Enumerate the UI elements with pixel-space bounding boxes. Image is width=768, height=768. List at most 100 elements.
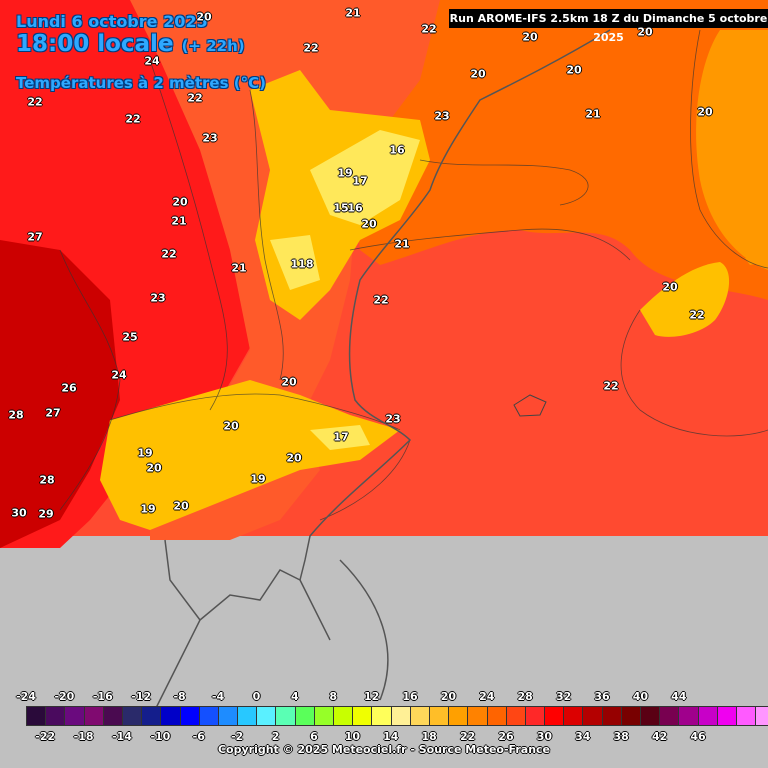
legend-swatch: [583, 707, 603, 725]
temperature-label: 27: [27, 230, 43, 244]
sea-20-zone: [696, 30, 768, 270]
legend-swatch: [525, 707, 546, 725]
legend-tick-label: 20: [440, 690, 457, 703]
temperature-label: 23: [434, 109, 450, 123]
temperature-label: 22: [603, 379, 619, 393]
ibiza-island: [513, 394, 547, 417]
color-scale-legend: -24 -20 -16 -12 -8 -4 0 4 8 12 16 20 24 28 32 36 40 44 -2…: [0, 685, 768, 768]
temperature-label: 17: [333, 430, 349, 444]
temperature-label: 20: [172, 195, 188, 209]
legend-tick-label: 34: [575, 730, 591, 743]
legend-tick-label: -12: [131, 690, 152, 703]
legend-tick-label: 38: [613, 730, 629, 743]
temperature-label: 22: [373, 293, 389, 307]
legend-tick-label: 42: [651, 730, 668, 743]
temperature-label: 24: [111, 368, 127, 382]
temperature-label: 19: [250, 472, 266, 486]
legend-swatch: [142, 707, 162, 725]
forecast-date: Lundi 6 octobre 2025: [16, 12, 208, 31]
color-scale-bar: [26, 706, 768, 726]
legend-swatch: [468, 707, 488, 725]
temperature-label: 118: [290, 257, 314, 271]
legend-tick-label: 10: [344, 730, 361, 743]
temperature-label: 21: [394, 237, 410, 251]
legend-tick-label: 32: [555, 690, 572, 703]
legend-swatch: [276, 707, 296, 725]
legend-tick-label: -22: [35, 730, 56, 743]
legend-swatch: [218, 707, 239, 725]
legend-tick-label: 36: [594, 690, 610, 703]
forecast-time: 18:00 locale (+ 22h): [16, 31, 245, 57]
contour-lines: [59, 29, 768, 521]
temperature-label: 21: [585, 107, 601, 121]
temperature-label: 20: [470, 67, 486, 81]
legend-tick-label: 0: [252, 690, 261, 703]
legend-swatch: [353, 707, 373, 725]
mountain-cold-2: [270, 235, 320, 290]
legend-tick-label: -2: [231, 730, 244, 743]
legend-tick-label: 16: [402, 690, 418, 703]
legend-swatch: [717, 707, 737, 725]
temperature-label: 17: [352, 174, 368, 188]
legend-swatch: [449, 707, 469, 725]
temperature-label: 25: [122, 330, 138, 344]
legend-tick-label: 14: [383, 730, 399, 743]
legend-swatch: [487, 707, 507, 725]
legend-swatch: [698, 707, 718, 725]
legend-swatch: [736, 707, 757, 725]
legend-swatch: [564, 707, 584, 725]
temperature-label: 21: [171, 214, 187, 228]
temperature-label: 22: [125, 112, 141, 126]
temperature-label: 20: [522, 30, 538, 44]
legend-swatch: [46, 707, 66, 725]
legend-tick-label: 18: [421, 730, 437, 743]
temperature-label: 20: [173, 499, 189, 513]
mountain-cool-2: [100, 380, 400, 530]
temperature-label: 20: [286, 451, 302, 465]
temperature-label: 28: [39, 473, 55, 487]
legend-swatch: [161, 707, 181, 725]
legend-tick-label: -24: [16, 690, 36, 703]
legend-tick-label: 44: [671, 690, 687, 703]
legend-tick-label: -10: [150, 730, 171, 743]
legend-tick-label: -4: [211, 690, 225, 703]
temperature-label: 20: [281, 375, 297, 389]
legend-swatch: [295, 707, 315, 725]
legend-tick-label: -14: [112, 730, 132, 743]
coastline: [299, 29, 611, 581]
legend-swatch: [199, 707, 219, 725]
legend-tick-label: 46: [690, 730, 706, 743]
legend-swatch: [103, 707, 123, 725]
legend-tick-label: 40: [632, 690, 649, 703]
temperature-label: 21: [231, 261, 247, 275]
legend-swatch: [506, 707, 526, 725]
temperature-label: 20: [637, 25, 653, 39]
run-banner: Run AROME-IFS 2.5km 18 Z du Dimanche 5 o…: [449, 9, 768, 44]
temperature-label: 19: [137, 446, 153, 460]
temperature-label: 16: [389, 143, 405, 157]
forecast-time-value: 18:00 locale: [16, 31, 174, 57]
legend-swatch: [334, 707, 354, 725]
temperature-label: 30: [11, 506, 27, 520]
legend-swatch: [679, 707, 699, 725]
temperature-label: 23: [385, 412, 401, 426]
legend-swatch: [257, 707, 277, 725]
temperature-label: 22: [421, 22, 437, 36]
sea-21-zone: [330, 0, 768, 300]
legend-swatch: [621, 707, 641, 725]
legend-swatch: [314, 707, 334, 725]
temperature-label: 22: [689, 308, 705, 322]
legend-tick-label: -20: [54, 690, 75, 703]
mountain-cold-3: [310, 425, 370, 450]
legend-swatch: [238, 707, 258, 725]
legend-swatch: [372, 707, 392, 725]
legend-swatch: [429, 707, 450, 725]
legend-tick-label: 4: [290, 690, 299, 703]
legend-tick-label: 8: [329, 690, 338, 703]
temperature-label: 28: [8, 408, 24, 422]
variable-title: Températures à 2 mètres (°C): [16, 74, 266, 92]
temperature-label: 23: [202, 131, 218, 145]
legend-tick-label: 22: [459, 730, 476, 743]
temperature-label: 22: [187, 91, 203, 105]
